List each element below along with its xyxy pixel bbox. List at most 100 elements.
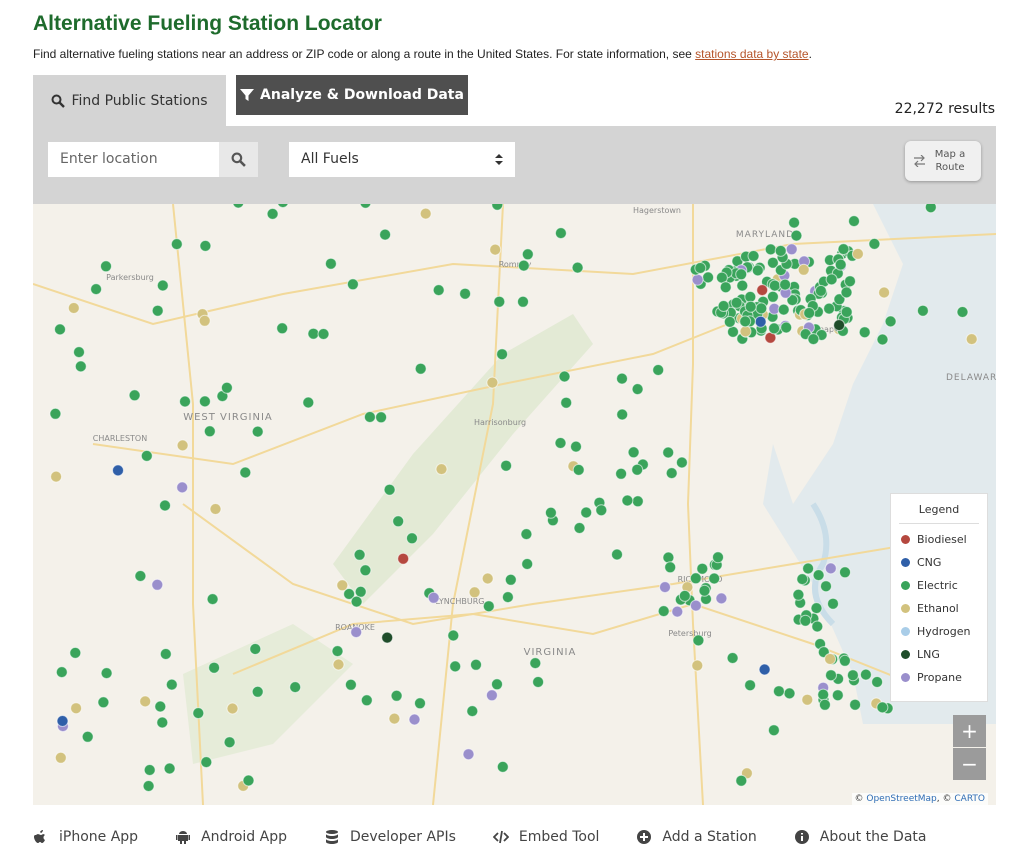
station-marker[interactable] — [767, 724, 780, 737]
station-marker[interactable] — [844, 275, 856, 288]
station-marker[interactable] — [788, 216, 801, 229]
station-marker[interactable] — [521, 248, 534, 261]
station-marker[interactable] — [848, 215, 860, 228]
station-marker[interactable] — [779, 278, 792, 291]
station-marker[interactable] — [199, 239, 212, 252]
station-marker[interactable] — [163, 762, 176, 775]
station-marker[interactable] — [392, 515, 405, 528]
station-marker[interactable] — [691, 273, 704, 286]
station-marker[interactable] — [67, 302, 80, 314]
station-marker[interactable] — [165, 678, 178, 691]
station-marker[interactable] — [712, 551, 724, 564]
station-marker[interactable] — [532, 676, 545, 688]
station-marker[interactable] — [156, 716, 169, 729]
station-marker[interactable] — [570, 440, 582, 453]
station-marker[interactable] — [871, 676, 884, 688]
station-marker[interactable] — [427, 591, 440, 604]
station-marker[interactable] — [694, 262, 707, 274]
station-marker[interactable] — [744, 300, 757, 313]
station-marker[interactable] — [780, 321, 793, 334]
station-marker[interactable] — [790, 229, 803, 242]
station-marker[interactable] — [496, 760, 509, 773]
station-marker[interactable] — [817, 688, 830, 701]
station-marker[interactable] — [965, 333, 978, 346]
station-marker[interactable] — [529, 657, 542, 670]
station-marker[interactable] — [406, 532, 418, 545]
station-marker[interactable] — [517, 295, 529, 308]
station-marker[interactable] — [226, 702, 239, 715]
station-marker[interactable] — [74, 360, 87, 373]
station-marker[interactable] — [652, 364, 665, 376]
station-marker[interactable] — [824, 562, 837, 575]
station-marker[interactable] — [331, 645, 344, 658]
station-marker[interactable] — [665, 467, 678, 480]
station-marker[interactable] — [859, 668, 872, 681]
footer-link[interactable]: Developer APIs — [324, 829, 456, 845]
station-marker[interactable] — [756, 284, 769, 297]
station-marker[interactable] — [580, 506, 593, 519]
station-marker[interactable] — [839, 566, 851, 579]
station-marker[interactable] — [876, 333, 889, 346]
station-marker[interactable] — [69, 646, 82, 659]
station-marker[interactable] — [90, 283, 103, 296]
station-marker[interactable] — [100, 260, 112, 273]
station-marker[interactable] — [491, 204, 504, 211]
station-marker[interactable] — [223, 736, 236, 749]
station-marker[interactable] — [692, 634, 705, 647]
station-marker[interactable] — [916, 304, 929, 317]
station-marker[interactable] — [764, 243, 777, 256]
station-marker[interactable] — [554, 227, 567, 240]
station-marker[interactable] — [206, 593, 219, 606]
station-marker[interactable] — [858, 326, 871, 339]
station-marker[interactable] — [723, 315, 736, 328]
station-marker[interactable] — [468, 586, 481, 599]
station-marker[interactable] — [868, 237, 881, 250]
analyze-tab[interactable]: Analyze & Download Data — [236, 75, 468, 115]
footer-link[interactable]: About the Data — [794, 829, 926, 845]
footer-link[interactable]: Embed Tool — [492, 829, 599, 845]
station-marker[interactable] — [343, 588, 356, 600]
station-marker[interactable] — [470, 658, 482, 671]
station-marker[interactable] — [884, 315, 897, 328]
station-marker[interactable] — [792, 588, 805, 601]
station-marker[interactable] — [735, 268, 748, 281]
station-marker[interactable] — [631, 463, 644, 476]
station-marker[interactable] — [200, 756, 213, 769]
station-marker[interactable] — [766, 290, 779, 303]
station-marker[interactable] — [489, 243, 502, 256]
footer-link[interactable]: iPhone App — [33, 829, 138, 845]
station-marker[interactable] — [156, 279, 169, 292]
station-marker[interactable] — [482, 600, 495, 613]
station-marker[interactable] — [81, 730, 94, 743]
station-marker[interactable] — [735, 774, 748, 787]
footer-link[interactable]: Android App — [175, 829, 287, 845]
station-marker[interactable] — [838, 654, 851, 667]
station-marker[interactable] — [796, 573, 809, 586]
station-marker[interactable] — [176, 439, 189, 452]
station-marker[interactable] — [496, 348, 509, 361]
station-marker[interactable] — [49, 407, 62, 420]
station-marker[interactable] — [449, 660, 462, 673]
station-marker[interactable] — [70, 702, 83, 715]
station-marker[interactable] — [824, 653, 837, 665]
station-marker[interactable] — [232, 204, 245, 209]
station-marker[interactable] — [573, 522, 586, 534]
station-marker[interactable] — [631, 495, 644, 508]
station-marker[interactable] — [662, 551, 675, 564]
station-marker[interactable] — [833, 293, 846, 306]
station-marker[interactable] — [350, 595, 363, 608]
station-marker[interactable] — [466, 705, 479, 718]
station-marker[interactable] — [140, 449, 153, 462]
carto-link[interactable]: CARTO — [954, 794, 985, 804]
station-marker[interactable] — [751, 264, 764, 277]
station-marker[interactable] — [363, 411, 376, 423]
station-marker[interactable] — [242, 774, 255, 787]
station-marker[interactable] — [766, 256, 779, 269]
station-marker[interactable] — [797, 263, 810, 276]
station-marker[interactable] — [659, 581, 671, 594]
station-marker[interactable] — [209, 503, 222, 515]
station-marker[interactable] — [840, 306, 853, 318]
station-marker[interactable] — [616, 372, 628, 385]
station-marker[interactable] — [657, 605, 670, 618]
station-marker[interactable] — [799, 614, 812, 627]
